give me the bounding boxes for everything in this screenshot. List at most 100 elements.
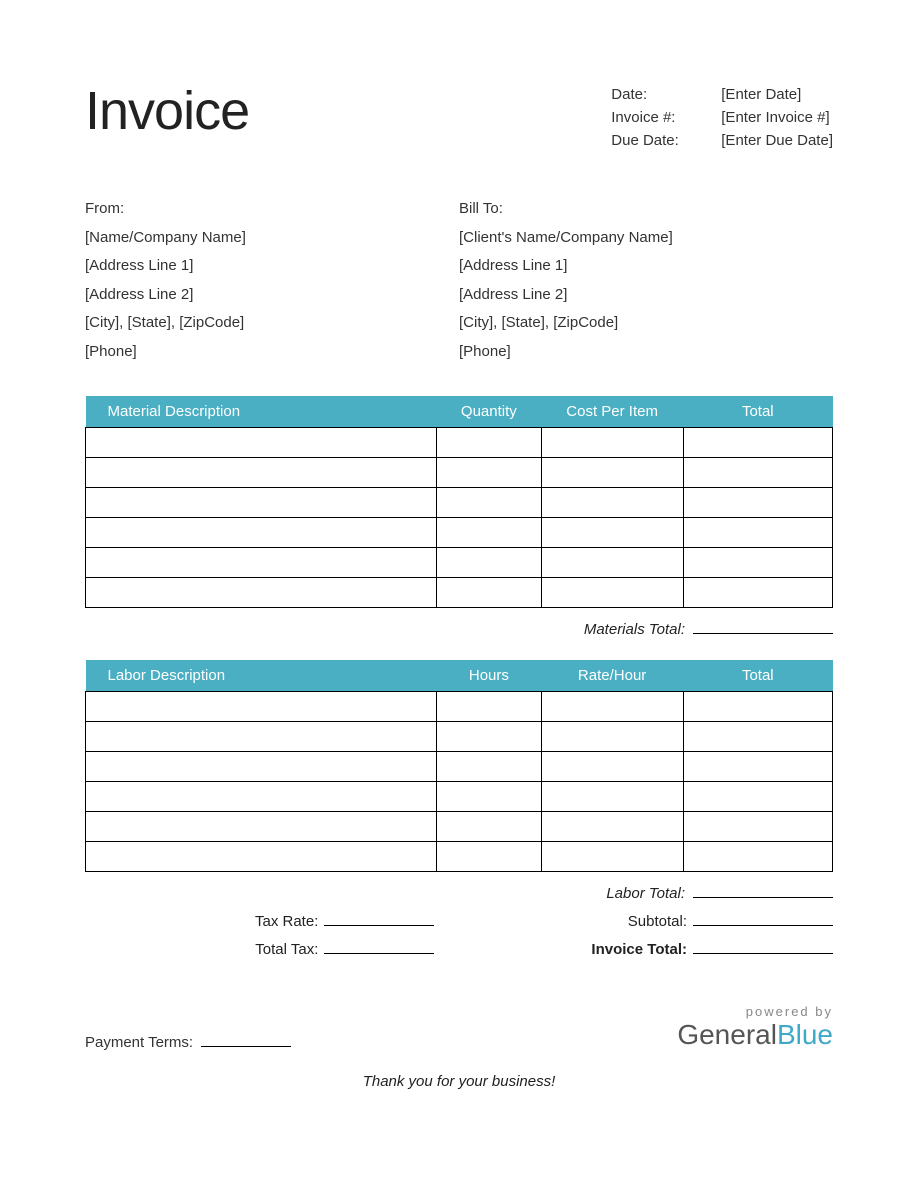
materials-col-cost: Cost Per Item [541, 396, 683, 428]
from-city[interactable]: [City], [State], [ZipCode] [85, 309, 459, 338]
labor-table: Labor Description Hours Rate/Hour Total [85, 660, 833, 872]
thank-you-text: Thank you for your business! [85, 1073, 833, 1090]
table-cell[interactable] [541, 842, 683, 872]
table-cell[interactable] [683, 692, 832, 722]
table-row [86, 578, 833, 608]
from-name[interactable]: [Name/Company Name] [85, 224, 459, 253]
table-row [86, 752, 833, 782]
table-cell[interactable] [683, 578, 832, 608]
labor-col-hours: Hours [437, 660, 542, 692]
table-cell[interactable] [541, 722, 683, 752]
table-cell[interactable] [86, 578, 437, 608]
table-cell[interactable] [683, 488, 832, 518]
table-cell[interactable] [541, 692, 683, 722]
table-cell[interactable] [86, 692, 437, 722]
billto-block: Bill To: [Client's Name/Company Name] [A… [459, 195, 833, 366]
tax-rate-value[interactable] [324, 908, 434, 926]
table-cell[interactable] [86, 752, 437, 782]
brand-logo: powered by GeneralBlue [677, 1004, 833, 1051]
table-cell[interactable] [437, 782, 542, 812]
table-cell[interactable] [541, 458, 683, 488]
invoice-meta: Date: [Enter Date] Invoice #: [Enter Inv… [611, 86, 833, 155]
table-cell[interactable] [683, 458, 832, 488]
labor-total-value[interactable] [693, 880, 833, 898]
page-title: Invoice [85, 80, 249, 142]
labor-total-row: Labor Total: [85, 880, 833, 902]
invoice-num-value[interactable]: [Enter Invoice #] [721, 109, 829, 126]
invoice-total-value[interactable] [693, 936, 833, 954]
totals-block: Tax Rate: Total Tax: Subtotal: Invoice T… [85, 908, 833, 964]
table-cell[interactable] [437, 842, 542, 872]
table-cell[interactable] [86, 722, 437, 752]
due-date-label: Due Date: [611, 132, 721, 149]
materials-total-row: Materials Total: [85, 616, 833, 638]
due-date-value[interactable]: [Enter Due Date] [721, 132, 833, 149]
table-cell[interactable] [86, 782, 437, 812]
from-block: From: [Name/Company Name] [Address Line … [85, 195, 459, 366]
materials-total-value[interactable] [693, 616, 833, 634]
subtotal-value[interactable] [693, 908, 833, 926]
table-cell[interactable] [541, 488, 683, 518]
table-cell[interactable] [437, 488, 542, 518]
table-row [86, 782, 833, 812]
table-cell[interactable] [437, 812, 542, 842]
billto-phone[interactable]: [Phone] [459, 338, 833, 367]
table-row [86, 488, 833, 518]
total-tax-value[interactable] [324, 936, 434, 954]
table-cell[interactable] [683, 752, 832, 782]
table-cell[interactable] [437, 692, 542, 722]
table-cell[interactable] [541, 518, 683, 548]
table-cell[interactable] [437, 548, 542, 578]
table-cell[interactable] [683, 812, 832, 842]
table-cell[interactable] [86, 842, 437, 872]
table-cell[interactable] [683, 548, 832, 578]
table-cell[interactable] [541, 548, 683, 578]
table-cell[interactable] [683, 518, 832, 548]
footer: Payment Terms: powered by GeneralBlue [85, 1004, 833, 1051]
table-cell[interactable] [86, 518, 437, 548]
date-value[interactable]: [Enter Date] [721, 86, 801, 103]
table-cell[interactable] [541, 812, 683, 842]
labor-col-rate: Rate/Hour [541, 660, 683, 692]
billto-name[interactable]: [Client's Name/Company Name] [459, 224, 833, 253]
table-cell[interactable] [683, 782, 832, 812]
table-cell[interactable] [86, 458, 437, 488]
labor-col-desc: Labor Description [86, 660, 437, 692]
tax-column: Tax Rate: Total Tax: [255, 908, 434, 964]
payment-terms-label: Payment Terms: [85, 1034, 193, 1051]
table-cell[interactable] [437, 578, 542, 608]
table-cell[interactable] [541, 782, 683, 812]
addresses: From: [Name/Company Name] [Address Line … [85, 195, 833, 366]
table-cell[interactable] [86, 488, 437, 518]
powered-by-text: powered by [677, 1004, 833, 1019]
table-cell[interactable] [437, 752, 542, 782]
table-cell[interactable] [86, 428, 437, 458]
table-cell[interactable] [683, 842, 832, 872]
table-row [86, 458, 833, 488]
table-row [86, 692, 833, 722]
table-cell[interactable] [437, 518, 542, 548]
from-phone[interactable]: [Phone] [85, 338, 459, 367]
table-cell[interactable] [541, 578, 683, 608]
table-row [86, 842, 833, 872]
table-cell[interactable] [437, 722, 542, 752]
from-addr2[interactable]: [Address Line 2] [85, 281, 459, 310]
summary-column: Subtotal: Invoice Total: [591, 908, 833, 964]
billto-addr1[interactable]: [Address Line 1] [459, 252, 833, 281]
billto-city[interactable]: [City], [State], [ZipCode] [459, 309, 833, 338]
table-row [86, 548, 833, 578]
table-cell[interactable] [86, 812, 437, 842]
labor-tbody [86, 692, 833, 872]
payment-terms-value[interactable] [201, 1029, 291, 1047]
table-cell[interactable] [683, 428, 832, 458]
billto-addr2[interactable]: [Address Line 2] [459, 281, 833, 310]
from-addr1[interactable]: [Address Line 1] [85, 252, 459, 281]
table-cell[interactable] [683, 722, 832, 752]
table-cell[interactable] [437, 458, 542, 488]
table-cell[interactable] [541, 428, 683, 458]
table-cell[interactable] [86, 548, 437, 578]
table-cell[interactable] [437, 428, 542, 458]
table-cell[interactable] [541, 752, 683, 782]
table-row [86, 428, 833, 458]
labor-total-label: Labor Total: [606, 885, 685, 902]
